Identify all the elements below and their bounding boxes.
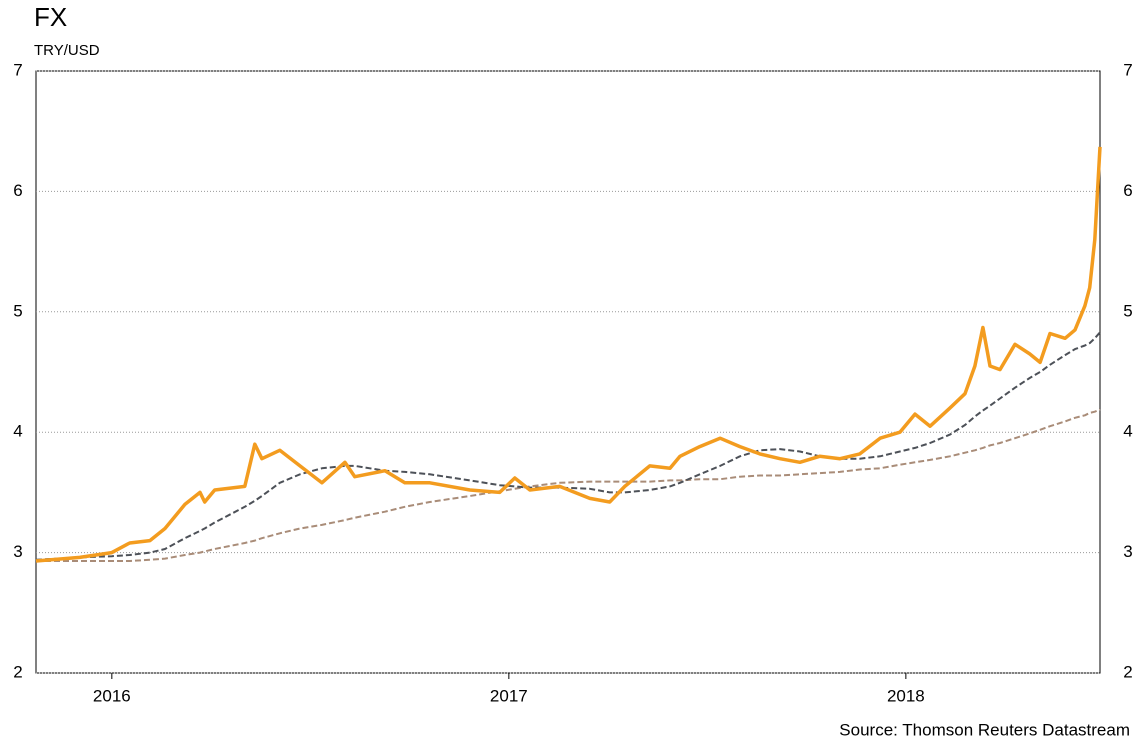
chart-subtitle: TRY/USD <box>34 42 100 59</box>
x-tick-label: 2018 <box>887 686 925 705</box>
y2-tick-label: 7 <box>1123 60 1132 79</box>
series-line <box>36 408 1101 562</box>
source-note: Source: Thomson Reuters Datastream <box>839 720 1130 739</box>
chart-title: FX <box>34 2 67 32</box>
y-tick-label: 7 <box>13 60 22 79</box>
y-tick-label: 4 <box>13 422 22 441</box>
y2-tick-label: 2 <box>1123 662 1132 681</box>
y2-tick-label: 4 <box>1123 422 1132 441</box>
y2-tick-label: 5 <box>1123 301 1132 320</box>
y2-tick-label: 3 <box>1123 542 1132 561</box>
y-tick-label: 2 <box>13 662 22 681</box>
plot-frame <box>35 70 1101 674</box>
y-tick-label: 3 <box>13 542 22 561</box>
y2-tick-label: 6 <box>1123 181 1132 200</box>
series-line <box>35 146 1102 563</box>
y-tick-label: 6 <box>13 181 22 200</box>
x-tick-label: 2017 <box>490 686 528 705</box>
x-tick-label: 2016 <box>93 686 131 705</box>
y-tick-label: 5 <box>13 301 22 320</box>
series-line <box>35 331 1101 561</box>
